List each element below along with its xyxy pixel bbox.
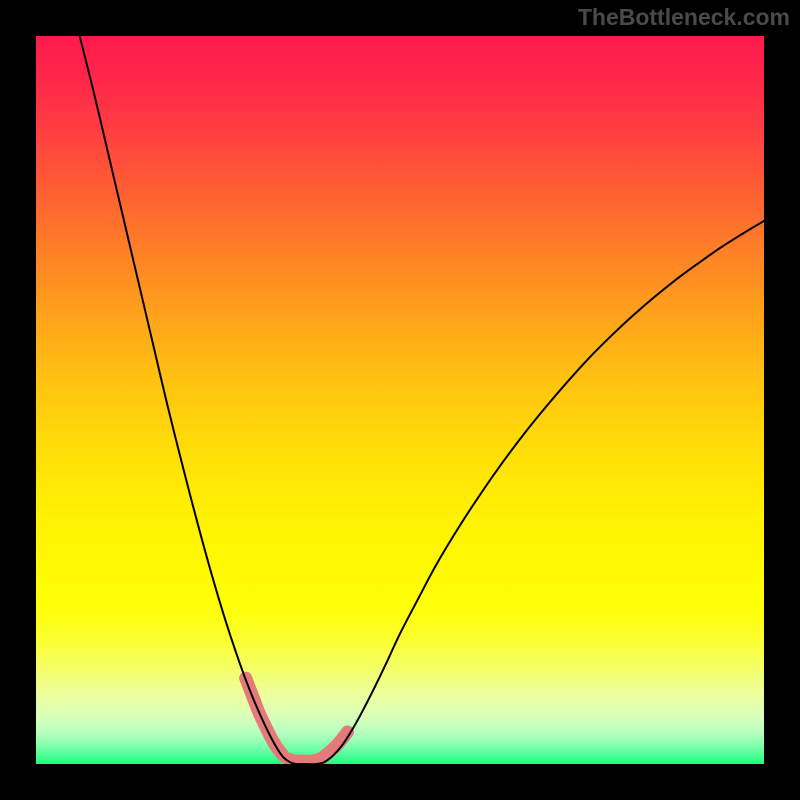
watermark-text: TheBottleneck.com (578, 4, 790, 31)
plot-area (36, 36, 764, 764)
gradient-background (36, 36, 764, 764)
chart-outer: TheBottleneck.com (0, 0, 800, 800)
plot-svg (36, 36, 764, 764)
